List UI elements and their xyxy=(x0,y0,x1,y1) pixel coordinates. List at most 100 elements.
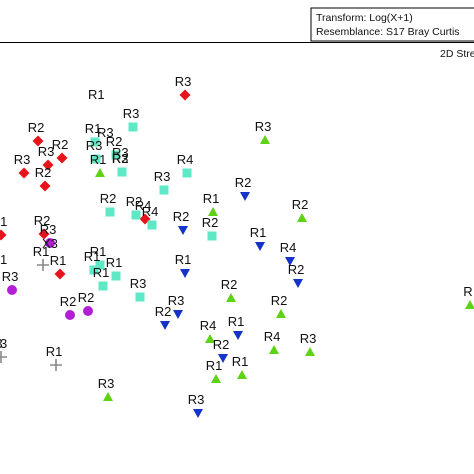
point-label-square-12: R1 xyxy=(106,255,123,270)
point-diamond-3 xyxy=(42,159,54,171)
point-triangle-up-8 xyxy=(269,345,279,354)
point-triangle-up-9 xyxy=(305,347,315,356)
extra-label-0: R1 xyxy=(88,87,105,102)
point-triangle-up-6 xyxy=(465,300,474,309)
point-label-triangle-up-3: R2 xyxy=(292,197,309,212)
point-circle-2 xyxy=(65,310,75,320)
info-box-line-transform: Transform: Log(X+1) xyxy=(316,12,413,24)
point-plus-2 xyxy=(0,351,7,363)
point-label-plus-2: 3 xyxy=(0,336,3,351)
point-label-square-15: R3 xyxy=(130,276,147,291)
point-label-square-5: R4 xyxy=(177,152,194,167)
point-triangle-down-0 xyxy=(240,192,250,201)
point-label-triangle-down-2: R1 xyxy=(250,225,267,240)
point-label-plus-0: R1 xyxy=(33,244,50,259)
point-label-square-13: R1 xyxy=(84,249,101,264)
point-triangle-up-11 xyxy=(211,374,221,383)
point-circle-3 xyxy=(83,306,93,316)
point-label-triangle-down-5: R2 xyxy=(288,262,305,277)
point-triangle-down-3 xyxy=(285,257,295,266)
point-label-square-3: R3 xyxy=(86,138,103,153)
point-label-triangle-up-12: R3 xyxy=(98,376,115,391)
point-square-9 xyxy=(147,220,157,230)
point-triangle-up-1 xyxy=(95,168,105,177)
point-triangle-up-12 xyxy=(103,392,113,401)
info-box-line-resemblance: Resemblance: S17 Bray Curtis xyxy=(316,26,460,38)
point-label-triangle-up-0: R3 xyxy=(255,119,272,134)
point-triangle-down-5 xyxy=(293,279,303,288)
point-label-triangle-down-10: R3 xyxy=(188,392,205,407)
point-square-3 xyxy=(91,154,101,164)
point-triangle-down-6 xyxy=(173,310,183,319)
point-label-square-0: R3 xyxy=(123,106,140,121)
point-triangle-down-2 xyxy=(255,242,265,251)
point-square-2 xyxy=(111,150,121,160)
point-square-15 xyxy=(135,292,145,302)
point-diamond-8 xyxy=(0,229,7,241)
point-label-square-2: R2 xyxy=(106,134,123,149)
point-circle-1 xyxy=(7,285,17,295)
point-triangle-down-8 xyxy=(233,331,243,340)
point-label-triangle-down-0: R2 xyxy=(235,175,252,190)
point-diamond-9 xyxy=(54,268,66,280)
point-triangle-up-2 xyxy=(208,207,218,216)
point-triangle-down-7 xyxy=(160,321,170,330)
point-circle-0 xyxy=(45,238,55,248)
extra-label-2: R3 xyxy=(112,145,129,160)
point-label-triangle-up-4: R2 xyxy=(221,277,238,292)
extra-label-3: R2 xyxy=(112,151,129,166)
point-label-diamond-0: R3 xyxy=(175,74,192,89)
point-label-triangle-up-7: R4 xyxy=(200,318,217,333)
point-square-6 xyxy=(159,185,169,195)
point-square-0 xyxy=(128,122,138,132)
point-diamond-4 xyxy=(18,167,30,179)
point-label-square-14: R1 xyxy=(93,265,110,280)
point-diamond-0 xyxy=(179,89,191,101)
point-label-triangle-down-7: R2 xyxy=(155,304,172,319)
point-square-14 xyxy=(98,281,108,291)
point-square-5 xyxy=(182,168,192,178)
point-label-diamond-8: R1 xyxy=(0,214,7,229)
point-label-square-4: R3 xyxy=(112,151,129,166)
point-label-diamond-2: R2 xyxy=(52,137,69,152)
point-triangle-down-4 xyxy=(180,269,190,278)
point-label-triangle-up-6: R xyxy=(463,284,472,299)
point-label-diamond-9: R1 xyxy=(50,253,67,268)
point-label-diamond-7: R2 xyxy=(34,213,51,228)
stress-label: 2D Stre xyxy=(440,48,474,60)
point-plus-0 xyxy=(37,259,49,271)
point-triangle-up-10 xyxy=(237,370,247,379)
point-triangle-up-3 xyxy=(297,213,307,222)
point-label-triangle-down-9: R2 xyxy=(213,337,230,352)
point-triangle-up-7 xyxy=(205,334,215,343)
point-label-triangle-up-1: R1 xyxy=(90,152,107,167)
point-triangle-up-0 xyxy=(260,135,270,144)
point-label-triangle-down-4: R1 xyxy=(175,252,192,267)
point-label-square-9: R4 xyxy=(142,204,159,219)
point-triangle-up-4 xyxy=(226,293,236,302)
point-diamond-2 xyxy=(56,152,68,164)
point-square-1 xyxy=(90,137,100,147)
point-square-8 xyxy=(131,210,141,220)
point-diamond-5 xyxy=(39,180,51,192)
point-label-triangle-up-5: R2 xyxy=(271,293,288,308)
point-label-triangle-down-8: R1 xyxy=(228,314,245,329)
point-square-10 xyxy=(207,231,217,241)
point-label-diamond-6: R4 xyxy=(135,198,152,213)
point-triangle-down-9 xyxy=(218,354,228,363)
info-box: Transform: Log(X+1) Resemblance: S17 Bra… xyxy=(310,7,474,42)
point-label-diamond-3: R3 xyxy=(38,144,55,159)
point-label-circle-1: R3 xyxy=(2,269,19,284)
point-label-circle-3: R2 xyxy=(78,290,95,305)
point-label-circle-0: R3 xyxy=(40,222,57,237)
sample-labels: R3R2R2R3R3R2R4R2R1R1R3R1R2R3R3R4R3R2R2R4… xyxy=(0,74,473,407)
point-label-triangle-down-6: R3 xyxy=(168,293,185,308)
point-triangle-down-1 xyxy=(178,226,188,235)
extra-label-5: X3 xyxy=(42,236,58,251)
point-label-triangle-down-1: R2 xyxy=(173,209,190,224)
extra-label-6: 3 xyxy=(0,336,7,351)
scatter-marks xyxy=(0,89,474,418)
point-label-circle-2: R2 xyxy=(60,294,77,309)
point-square-12 xyxy=(111,271,121,281)
